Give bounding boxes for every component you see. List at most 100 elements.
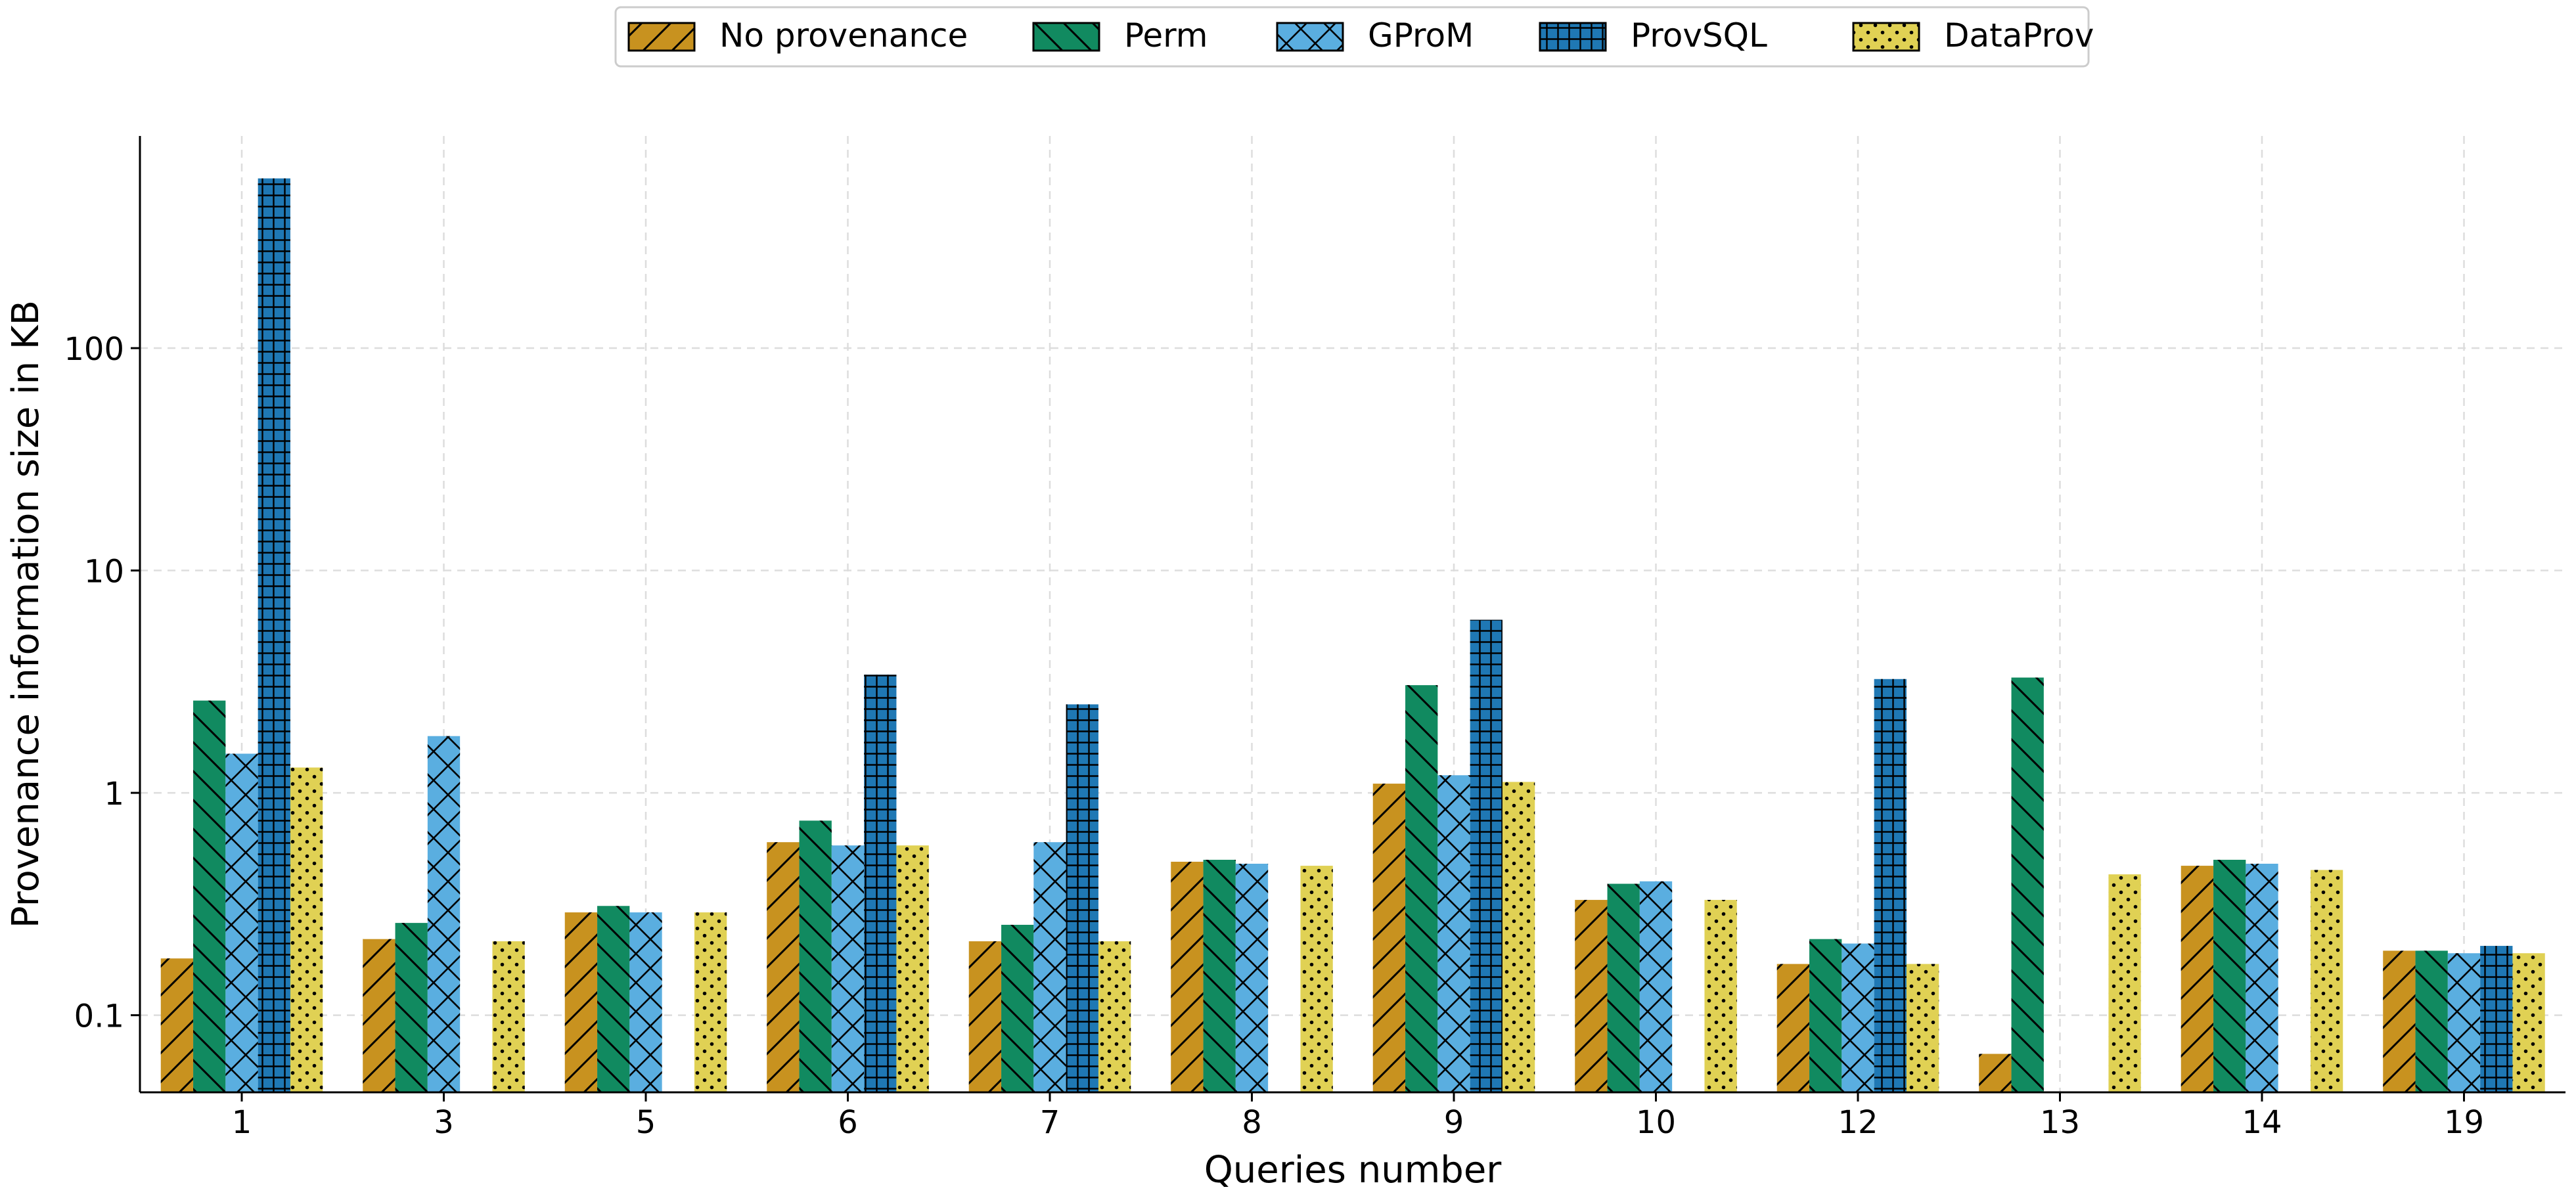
bar-hatch xyxy=(1607,883,1640,1092)
bar xyxy=(564,912,598,1092)
bar-hatch xyxy=(2512,953,2545,1092)
bar xyxy=(1842,943,1874,1092)
bar-hatch xyxy=(2108,874,2141,1092)
legend-label: DataProv xyxy=(1944,16,2094,55)
bar xyxy=(767,842,800,1092)
bar xyxy=(225,753,258,1092)
bar-hatch xyxy=(1066,704,1098,1092)
bar-hatch xyxy=(968,941,1002,1092)
bar-hatch xyxy=(1470,619,1503,1092)
bar xyxy=(2480,946,2513,1092)
bar-hatch xyxy=(831,845,865,1092)
bar xyxy=(1776,964,1810,1092)
legend-swatch-hatch xyxy=(1032,22,1100,52)
bar xyxy=(2512,953,2545,1092)
bar-hatch xyxy=(1001,924,1034,1092)
x-tick-label: 19 xyxy=(2444,1104,2484,1141)
bar-hatch xyxy=(395,923,428,1092)
bar xyxy=(193,700,226,1092)
x-tick-label: 6 xyxy=(838,1104,858,1141)
bar xyxy=(1502,782,1535,1092)
bar xyxy=(160,958,194,1092)
x-tick-label: 14 xyxy=(2242,1104,2282,1141)
bar-hatch xyxy=(1372,784,1406,1092)
legend-swatch-hatch xyxy=(1539,22,1607,52)
bar-hatch xyxy=(1842,943,1874,1092)
bar-hatch xyxy=(160,958,194,1092)
bar-hatch xyxy=(629,912,662,1092)
bar xyxy=(1372,784,1406,1092)
bar-hatch xyxy=(225,753,258,1092)
bar xyxy=(1979,1054,2012,1092)
bar-hatch xyxy=(427,736,461,1092)
x-tick-label: 1 xyxy=(232,1104,252,1141)
bar-hatch xyxy=(2011,677,2044,1092)
bar-hatch xyxy=(290,767,323,1092)
legend-label: ProvSQL xyxy=(1631,16,1767,55)
legend-item: Perm xyxy=(1032,16,1208,55)
bar xyxy=(1098,941,1131,1092)
bar xyxy=(1405,685,1438,1092)
y-tick-label: 0.1 xyxy=(74,998,124,1035)
bar-hatch xyxy=(1874,679,1907,1092)
bar xyxy=(799,820,832,1092)
y-tick-label: 1 xyxy=(104,776,124,812)
bar xyxy=(1171,861,1204,1092)
bar-hatch xyxy=(2480,946,2513,1092)
bar xyxy=(1001,924,1034,1092)
bar xyxy=(831,845,865,1092)
bar-hatch xyxy=(1203,859,1236,1092)
bar-hatch xyxy=(694,912,727,1092)
bar xyxy=(1437,775,1470,1092)
bar-hatch xyxy=(1639,881,1673,1092)
bar xyxy=(1066,704,1098,1092)
bar-hatch xyxy=(1033,842,1066,1092)
bar xyxy=(2213,859,2246,1092)
y-tick-label: 10 xyxy=(84,554,124,590)
bar xyxy=(492,941,525,1092)
legend-swatch-hatch xyxy=(1276,22,1344,52)
bar xyxy=(258,178,290,1092)
bar xyxy=(1033,842,1066,1092)
bar-hatch xyxy=(864,675,897,1092)
bar-hatch xyxy=(1809,939,1842,1092)
bar-hatch xyxy=(1098,941,1131,1092)
y-tick-label: 100 xyxy=(64,331,124,368)
bar-hatch xyxy=(1171,861,1204,1092)
bar xyxy=(395,923,428,1092)
bar xyxy=(1607,883,1640,1092)
bar-hatch xyxy=(2447,953,2481,1092)
bar-hatch xyxy=(363,939,395,1092)
bar-hatch xyxy=(2415,950,2448,1092)
bar xyxy=(864,675,897,1092)
y-ticks: 0.1 1 10 100 xyxy=(64,331,140,1035)
bar-hatch xyxy=(1300,866,1333,1092)
legend-item: GProM xyxy=(1276,16,1474,55)
bar xyxy=(694,912,727,1092)
bar-hatch xyxy=(1437,775,1470,1092)
bar xyxy=(427,736,461,1092)
bar xyxy=(1704,900,1737,1092)
bar-hatch xyxy=(2310,870,2343,1092)
bars xyxy=(160,178,2545,1092)
legend: No provenance Perm GProM ProvSQL DataProv xyxy=(614,6,2094,68)
bar-hatch xyxy=(2246,863,2278,1092)
legend-item: ProvSQL xyxy=(1539,16,1767,55)
legend-label: No provenance xyxy=(719,16,968,55)
x-tick-label: 12 xyxy=(1838,1104,1878,1141)
bar-hatch xyxy=(767,842,800,1092)
legend-label: Perm xyxy=(1124,16,1208,55)
bar-hatch xyxy=(1906,964,1939,1092)
bar-hatch xyxy=(1405,685,1438,1092)
y-axis-label: Provenance information size in KB xyxy=(5,300,47,928)
bar-hatch xyxy=(1502,782,1535,1092)
legend-item: DataProv xyxy=(1852,16,2094,55)
bar xyxy=(1906,964,1939,1092)
bar xyxy=(2108,874,2141,1092)
x-tick-label: 9 xyxy=(1444,1104,1464,1141)
legend-swatch-hatch xyxy=(1852,22,1920,52)
bar-hatch xyxy=(2383,950,2416,1092)
axes xyxy=(139,136,2565,1094)
bar xyxy=(2447,953,2481,1092)
x-tick-label: 8 xyxy=(1242,1104,1262,1141)
